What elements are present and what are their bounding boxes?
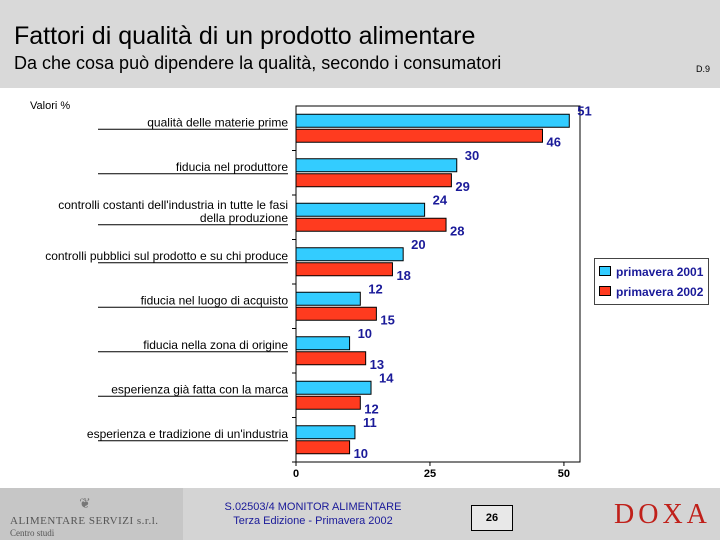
data-label-2002: 29 (455, 179, 469, 194)
bar-2002 (295, 395, 361, 410)
page-title: Fattori di qualità di un prodotto alimen… (14, 22, 476, 50)
data-label-2001: 30 (465, 148, 479, 163)
bar-2002 (295, 440, 351, 455)
report-reference: S.02503/4 MONITOR ALIMENTARE Terza Edizi… (198, 500, 428, 528)
chart-legend: primavera 2001 primavera 2002 (594, 258, 709, 305)
data-label-2002: 18 (396, 268, 410, 283)
data-label-2002: 28 (450, 223, 464, 238)
category-label: controlli pubblici sul prodotto e su chi… (45, 249, 288, 263)
data-label-2002: 15 (380, 312, 394, 327)
bar-2002 (295, 262, 393, 277)
legend-item-2001: primavera 2001 (599, 265, 703, 279)
bar-2001 (295, 247, 404, 262)
data-label-2001: 14 (379, 370, 394, 385)
bar-2002 (295, 306, 377, 321)
page-number: 26 (471, 505, 513, 531)
brand-logo: DOXA (614, 499, 711, 530)
bar-2001 (295, 380, 372, 395)
logo-subtitle: Centro studi (10, 528, 55, 538)
data-label-2002: 10 (354, 446, 368, 461)
bar-2001 (295, 158, 458, 173)
x-tick-label: 25 (424, 468, 436, 480)
bar-2001 (295, 202, 426, 217)
category-label: fiducia nel produttore (176, 160, 288, 174)
bar-2002 (295, 173, 452, 188)
header-band (0, 0, 720, 88)
bar-2001 (295, 425, 356, 440)
category-label: fiducia nel luogo di acquisto (141, 293, 289, 307)
category-label: della produzione (200, 211, 288, 225)
value-axis-label: Valori % (30, 100, 70, 112)
data-label-2002: 46 (546, 134, 560, 149)
data-label-2002: 13 (370, 357, 384, 372)
category-label: esperienza e tradizione di un'industria (87, 427, 288, 441)
legend-label-2002: primavera 2002 (616, 285, 704, 299)
category-label: controlli costanti dell'industria in tut… (58, 198, 288, 212)
x-tick-label: 50 (558, 468, 570, 480)
company-logo: ❦ ALIMENTARE SERVIZI s.r.l. Centro studi (0, 488, 183, 540)
page-subtitle: Da che cosa può dipendere la qualità, se… (14, 53, 502, 73)
category-label: esperienza già fatta con la marca (111, 382, 288, 396)
bar-2001 (295, 336, 351, 351)
legend-swatch-2001 (599, 266, 611, 276)
legend-label-2001: primavera 2001 (616, 265, 704, 279)
data-label-2001: 12 (368, 281, 382, 296)
bar-chart: Valori % 0 25 50 qualità delle materie prime… (30, 100, 592, 480)
report-line-2: Terza Edizione - Primavera 2002 (233, 515, 393, 527)
data-label-2001: 51 (577, 103, 591, 118)
data-label-2002: 12 (364, 401, 378, 416)
logo-name: ALIMENTARE SERVIZI s.r.l. (10, 515, 159, 527)
bar-2002 (295, 128, 543, 143)
bar-2002 (295, 351, 367, 366)
data-label-2001: 10 (358, 326, 372, 341)
category-label: fiducia nella zona di origine (143, 338, 288, 352)
slide-code: D.9 (695, 64, 710, 74)
data-label-2001: 24 (433, 192, 448, 207)
report-line-1: S.02503/4 MONITOR ALIMENTARE (224, 501, 402, 513)
x-tick-label: 0 (293, 468, 299, 480)
bar-2001 (295, 291, 361, 306)
data-label-2001: 11 (363, 415, 377, 430)
legend-item-2002: primavera 2002 (599, 285, 703, 299)
legend-swatch-2002 (599, 286, 611, 296)
crest-icon: ❦ (79, 495, 91, 511)
data-label-2001: 20 (411, 237, 425, 252)
category-label: qualità delle materie prime (147, 115, 288, 129)
bar-2001 (295, 113, 570, 128)
bar-2002 (295, 217, 447, 232)
